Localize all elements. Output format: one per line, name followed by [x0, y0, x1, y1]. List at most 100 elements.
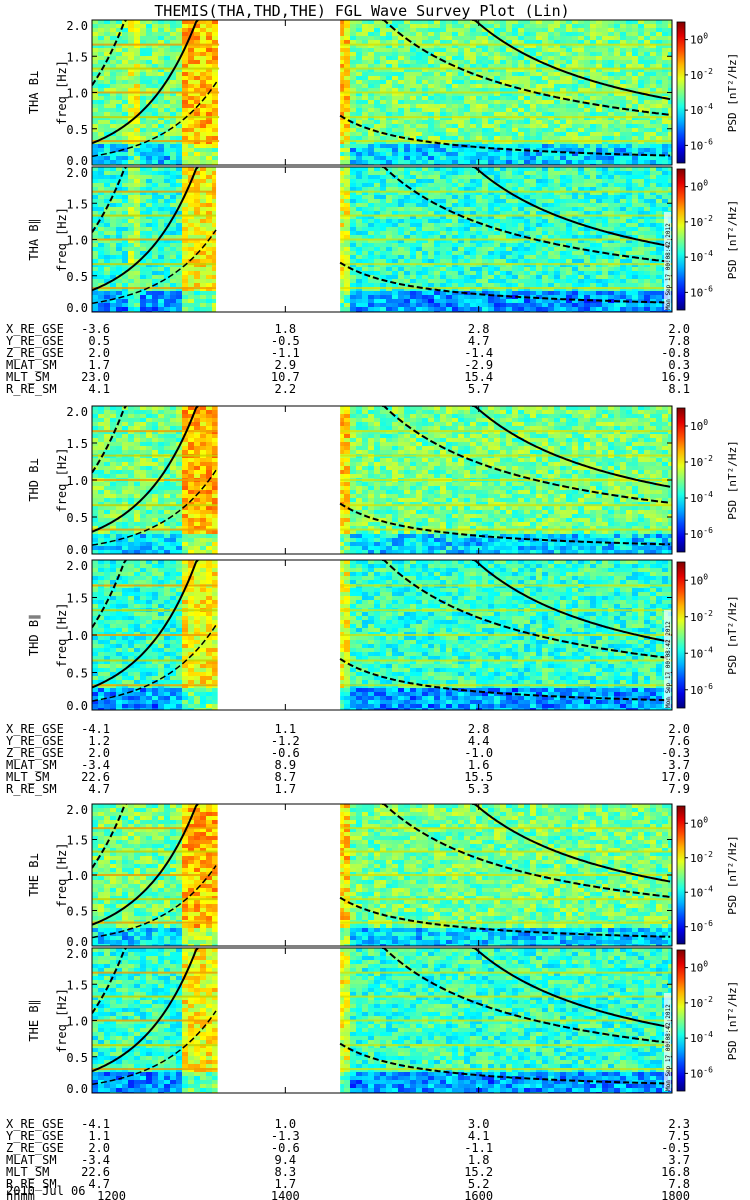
ephemeris-value: 15.2 — [464, 1165, 493, 1179]
spectrogram-image — [92, 948, 672, 1093]
ephemeris-value: 22.6 — [81, 770, 110, 784]
ephemeris-value: 4.7 — [88, 782, 110, 796]
data-gap — [216, 167, 341, 312]
hhmm-tick-label: 1200 — [97, 1189, 126, 1200]
ephemeris-value: -3.6 — [81, 322, 110, 336]
ephemeris-value: 4.7 — [468, 334, 490, 348]
colorbar-tick-label: 10-4 — [690, 645, 713, 660]
ephemeris-value: 8.1 — [668, 382, 690, 396]
gyrofrequency-curve — [92, 20, 199, 145]
ephemeris-value: -1.2 — [271, 734, 300, 748]
y-axis-label: freq [Hz] — [55, 447, 69, 512]
gyrofrequency-curve — [92, 804, 127, 869]
colorbar-label: PSD [nT²/Hz] — [726, 440, 739, 519]
ephemeris-value: -0.5 — [661, 1141, 690, 1155]
ephemeris-value: -1.0 — [464, 746, 493, 760]
ephemeris-value: 1.8 — [274, 322, 296, 336]
ephemeris-value: 10.7 — [271, 370, 300, 384]
ephemeris-tables: X_RE_GSE -3.6 1.8 2.8 2.0 Y_RE_GSE 0.5 -0.5 4.7 7… — [6, 322, 690, 1200]
colorbar-tick-label: 10-6 — [690, 919, 713, 934]
y-axis-label: freq [Hz] — [55, 60, 69, 125]
ephemeris-row-name: MLT_SM — [6, 770, 49, 784]
gyrofrequency-curve — [382, 804, 671, 898]
y-tick-label: 1.0 — [66, 87, 88, 101]
gyrofrequency-curve — [92, 1010, 217, 1086]
ephemeris-value: 5.2 — [468, 1177, 490, 1191]
y-axis-label: freq [Hz] — [55, 602, 69, 667]
ephemeris-value: -1.4 — [464, 346, 493, 360]
y-tick-label: 0.5 — [66, 270, 88, 284]
gyrofrequency-curve — [92, 229, 217, 305]
ephemeris-row-name: MLAT_SM — [6, 1153, 57, 1167]
ephemeris-value: -0.8 — [661, 346, 690, 360]
panel-label: THE B⊥ — [27, 853, 41, 896]
ephemeris-value: -0.5 — [271, 334, 300, 348]
ephemeris-value: 2.0 — [668, 722, 690, 736]
gyrofrequency-curve — [472, 406, 671, 488]
gyrofrequency-curve — [92, 406, 199, 533]
y-tick-label: 1.5 — [66, 437, 88, 451]
data-gap — [217, 804, 341, 946]
colorbar-tick-label: 10-6 — [690, 682, 713, 697]
ephemeris-table-tha: X_RE_GSE -3.6 1.8 2.8 2.0 Y_RE_GSE 0.5 -0.5 4.7 7… — [6, 322, 690, 396]
colorbar-tick-label: 10-4 — [690, 490, 713, 505]
ephemeris-value: 15.4 — [464, 370, 493, 384]
y-tick-label: 2.0 — [66, 947, 88, 961]
y-tick-label: 1.0 — [66, 869, 88, 883]
ephemeris-value: 7.5 — [668, 1129, 690, 1143]
ephemeris-value: 2.3 — [668, 1117, 690, 1131]
spectrogram-image — [92, 167, 672, 312]
gyrofrequency-curve — [92, 79, 219, 158]
ephemeris-value: 5.3 — [468, 782, 490, 796]
y-tick-label: 0.5 — [66, 123, 88, 137]
ephemeris-value: 16.8 — [661, 1165, 690, 1179]
colorbar — [676, 561, 686, 709]
ephemeris-value: 1.6 — [468, 758, 490, 772]
spectrogram-panel-tha-bperp: 0.0 0.5 1.0 1.5 2.0 freq [Hz] THA B⊥ 100 10-2 10-… — [27, 19, 739, 168]
y-tick-label: 0.0 — [66, 543, 88, 557]
ephemeris-table-thd: X_RE_GSE -4.1 1.1 2.8 2.0 Y_RE_GSE 1.2 -1.2 4.4 7… — [6, 722, 690, 796]
ephemeris-value: 17.0 — [661, 770, 690, 784]
colorbar-tick-label: 100 — [690, 418, 708, 433]
ephemeris-row-name: Z_RE_GSE — [6, 1141, 64, 1155]
ephemeris-row-name: Y_RE_GSE — [6, 334, 64, 348]
ephemeris-value: 0.3 — [668, 358, 690, 372]
y-tick-label: 0.5 — [66, 511, 88, 525]
gyrofrequency-curve — [92, 804, 199, 926]
colorbar-label: PSD [nT²/Hz] — [726, 200, 739, 279]
y-tick-label: 0.5 — [66, 1051, 88, 1065]
y-tick-label: 0.5 — [66, 905, 88, 919]
gyrofrequency-curve — [339, 502, 671, 546]
ephemeris-value: -1.3 — [271, 1129, 300, 1143]
ephemeris-value: -0.6 — [271, 746, 300, 760]
colorbar-tick-label: 10-6 — [690, 137, 713, 152]
ephemeris-value: 2.8 — [468, 722, 490, 736]
colorbar-label: PSD [nT²/Hz] — [726, 595, 739, 674]
y-tick-label: 1.0 — [66, 629, 88, 643]
colorbar-tick-label: 100 — [690, 960, 708, 975]
gyrofrequency-curve — [92, 167, 127, 233]
ephemeris-row-name: X_RE_GSE — [6, 1117, 64, 1131]
colorbar-tick-label: 100 — [690, 32, 708, 47]
ephemeris-value: 3.7 — [668, 1153, 690, 1167]
ephemeris-row-name: X_RE_GSE — [6, 322, 64, 336]
date-label: 2010 Jul 06 — [6, 1184, 85, 1198]
ephemeris-value: -0.6 — [271, 1141, 300, 1155]
gyrofrequency-curve — [472, 804, 671, 883]
spectrogram-panel-thd-bperp: 0.0 0.5 1.0 1.5 2.0 freq [Hz] THD B⊥ 100 10-2 10-… — [27, 405, 739, 557]
colorbar-tick-label: 100 — [690, 815, 708, 830]
gyrofrequency-curve — [472, 167, 671, 248]
y-tick-label: 0.0 — [66, 154, 88, 168]
colorbar-tick-label: 10-4 — [690, 884, 713, 899]
gyrofrequency-curve — [339, 658, 671, 702]
ephemeris-value: 7.8 — [668, 334, 690, 348]
ephemeris-value: 16.9 — [661, 370, 690, 384]
y-tick-label: 1.0 — [66, 234, 88, 248]
ephemeris-row-name: X_RE_GSE — [6, 722, 64, 736]
gyrofrequency-curve — [382, 560, 671, 660]
spectrogram-panels: 0.0 0.5 1.0 1.5 2.0 freq [Hz] THA B⊥ 100 10-2 10-… — [27, 19, 739, 1096]
colorbar — [676, 407, 686, 553]
y-axis-label: freq [Hz] — [55, 988, 69, 1053]
ephemeris-value: 2.2 — [274, 382, 296, 396]
ephemeris-table-the: X_RE_GSE -4.1 1.0 3.0 2.3 Y_RE_GSE 1.1 -1.3 4.1 7… — [6, 1117, 690, 1200]
